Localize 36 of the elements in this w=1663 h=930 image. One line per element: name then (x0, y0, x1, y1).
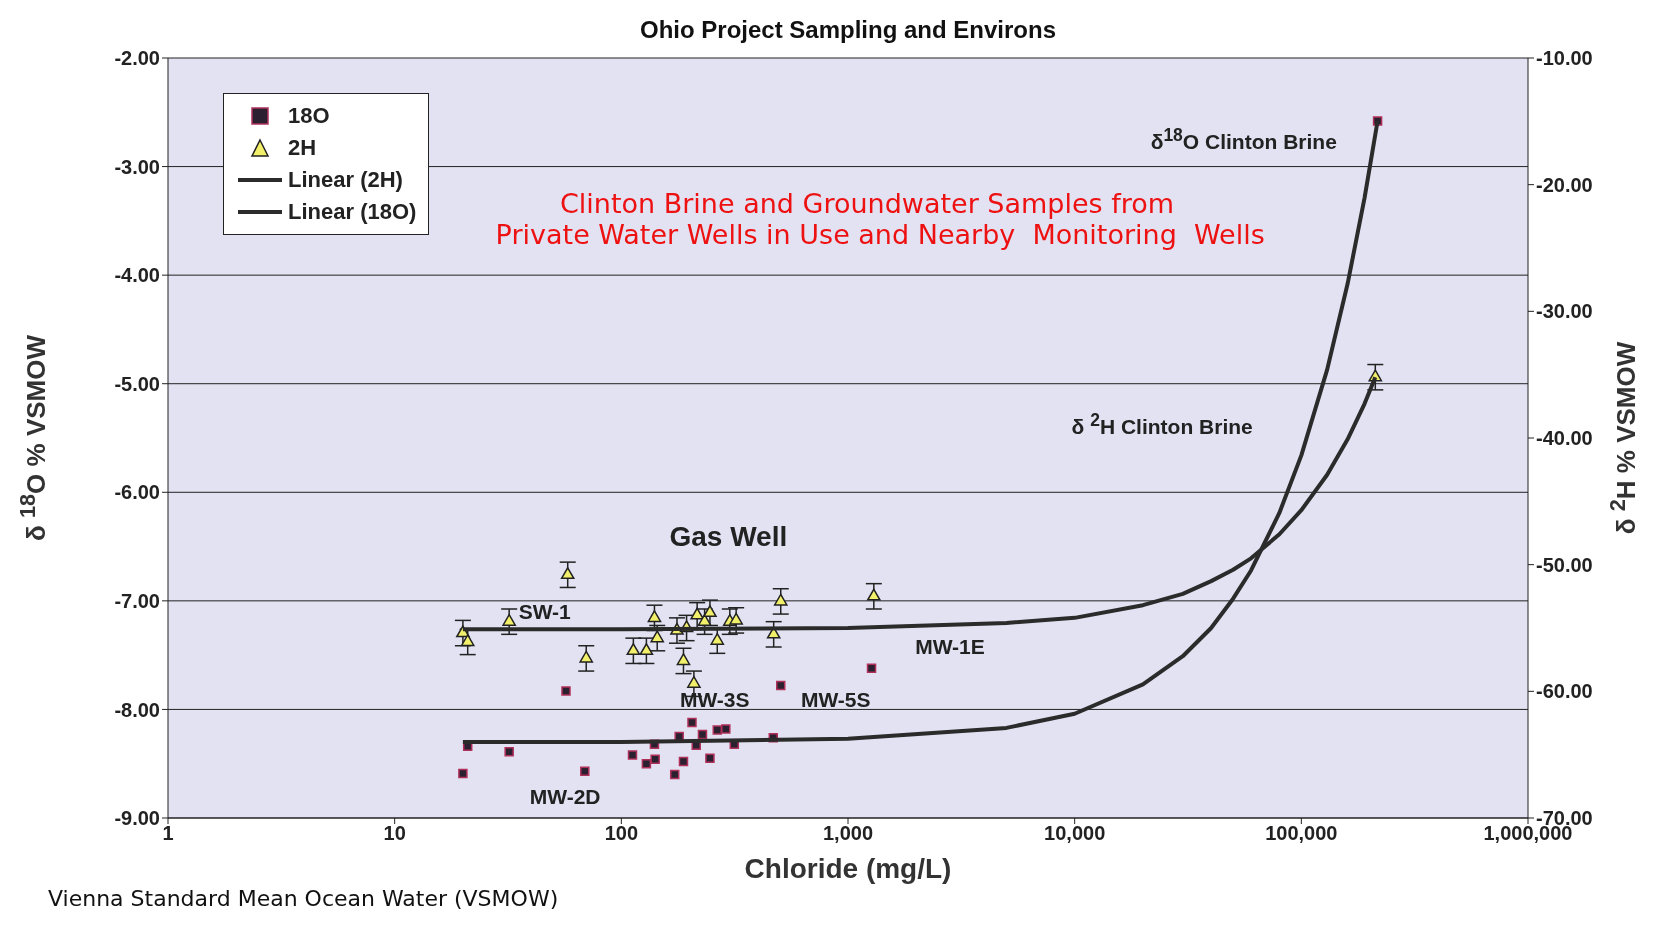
x-tick-label: 10,000 (1044, 822, 1106, 845)
annotation: δ$^{18}$O Clinton Brine (1150, 124, 1337, 154)
y2-tick-label: -10.00 (1536, 47, 1593, 70)
legend-label: 18O (288, 103, 330, 129)
chart-title: Ohio Project Sampling and Environs (638, 16, 1058, 44)
y-tick-label: -9.00 (114, 807, 160, 830)
y2-tick-label: -30.00 (1536, 300, 1593, 323)
x-tick-label: 1 (162, 822, 174, 845)
y2-tick-label: -20.00 (1536, 173, 1593, 196)
y2-tick-label: -60.00 (1536, 680, 1593, 703)
x-axis-title: Chloride (mg/L) (744, 853, 952, 884)
y2-tick-label: -40.00 (1536, 427, 1593, 450)
text: Vienna Standard Mean Ocean Water (VSMOW) (48, 886, 559, 911)
y2-tick-label: -50.00 (1536, 553, 1593, 576)
y-tick-label: -7.00 (114, 589, 160, 612)
x-tick-label: 100 (604, 822, 639, 845)
annotation: MW-2D (529, 784, 601, 809)
x-tick-label: 10 (383, 822, 406, 845)
y-tick-label: -2.00 (114, 47, 160, 70)
x-tick-label: 1,000 (822, 822, 874, 845)
legend-label: Linear (2H) (288, 167, 403, 193)
annotation: MW-3S (679, 688, 750, 713)
annotation: MW-5S (800, 688, 871, 713)
annotation: MW-1E (915, 635, 985, 659)
x-tick-label: 100,000 (1265, 822, 1338, 845)
y-tick-label: -8.00 (114, 698, 160, 721)
y-tick-label: -4.00 (114, 264, 160, 287)
y-tick-label: -3.00 (114, 155, 160, 178)
legend-label: Linear (18O) (288, 199, 417, 225)
y-tick-label: -6.00 (114, 481, 160, 504)
legend-label: 2H (288, 135, 317, 161)
annotation: Clinton Brine and Groundwater Samples from Private Water Wells in Use and Nearby Monitoring Wells (494, 188, 1265, 250)
annotation: Gas Well (669, 520, 788, 553)
y-tick-label: -5.00 (114, 372, 160, 395)
annotation: δ $^{2}$H Clinton Brine (1071, 409, 1253, 439)
annotation: SW-1 (518, 600, 571, 625)
